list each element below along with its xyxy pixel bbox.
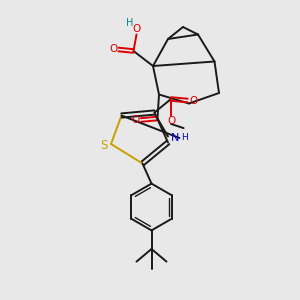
Text: O: O (132, 23, 141, 34)
Text: O: O (109, 44, 117, 55)
Text: H: H (181, 134, 188, 142)
Text: N: N (170, 133, 179, 143)
Text: O: O (167, 116, 175, 126)
Text: S: S (100, 139, 107, 152)
Text: O: O (131, 115, 139, 125)
Text: O: O (189, 95, 198, 106)
Text: H: H (126, 18, 134, 28)
